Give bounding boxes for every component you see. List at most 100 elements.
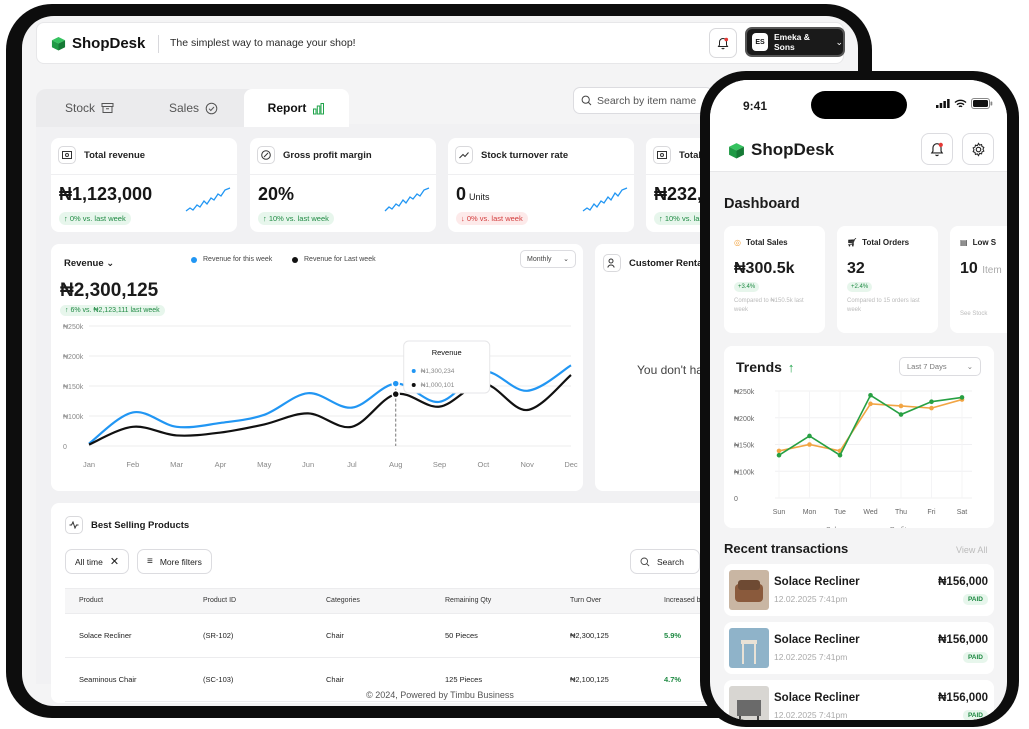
card-value-number: 10	[960, 260, 978, 277]
time-text: 7:41pm	[818, 594, 848, 604]
status-time: 9:41	[743, 99, 768, 113]
tab-sales-label: Sales	[169, 101, 200, 115]
data-point[interactable]	[776, 452, 782, 458]
revenue-value: ₦2,300,125	[60, 280, 159, 301]
column-header[interactable]: Product	[79, 597, 104, 604]
data-point[interactable]	[391, 389, 400, 399]
stat-title: Stock turnover rate	[481, 149, 569, 161]
x-tick-label: Dec	[564, 460, 578, 469]
x-tick-label: Sep	[433, 460, 446, 469]
card-badge: +2.4%	[847, 282, 873, 292]
data-point[interactable]	[929, 405, 934, 411]
data-point[interactable]	[898, 412, 904, 417]
sparkline-chart	[384, 187, 430, 212]
card-header: ▤ Low S	[960, 238, 996, 247]
x-tick-label: Mar	[170, 460, 183, 469]
cell-remaining-qty: 125 Pieces	[445, 675, 483, 684]
tooltip-last-value: ₦1,000,101	[421, 382, 455, 389]
time-text: 7:41pm	[818, 710, 848, 720]
cell-category: Chair	[326, 675, 344, 684]
archive-icon: ▤	[960, 238, 968, 247]
column-header[interactable]: Product ID	[203, 597, 237, 604]
data-point[interactable]	[807, 433, 812, 439]
arrow-up-icon: ↑	[65, 307, 71, 314]
app-name: ShopDesk	[751, 140, 835, 159]
column-header[interactable]: Increased b	[664, 597, 701, 604]
stat-value: 20%	[258, 184, 294, 205]
data-point[interactable]	[868, 401, 873, 407]
account-menu-button[interactable]: ES Emeka & Sons ⌄	[745, 27, 845, 57]
transaction-name: Solace Recliner	[774, 692, 860, 704]
data-point[interactable]	[929, 399, 934, 404]
range-label: Last 7 Days	[907, 362, 947, 371]
data-point[interactable]	[837, 452, 843, 458]
search-placeholder: Search by item name	[597, 94, 697, 107]
card-unit: Item	[982, 265, 1002, 276]
cube-logo-icon	[51, 36, 66, 51]
table-row[interactable]: Solace Recliner (SR-102) Chair 50 Pieces…	[65, 614, 851, 658]
see-stock-link[interactable]: See Stock	[960, 311, 988, 317]
transaction-item[interactable]: Solace Recliner 12.02.2025 7:41pm ₦156,0…	[724, 622, 994, 674]
period-select[interactable]: Monthly ⌄	[520, 250, 576, 268]
settings-button[interactable]	[962, 133, 994, 165]
revenue-dropdown[interactable]: Revenue ⌄	[64, 258, 114, 269]
table-search-input[interactable]: Search	[630, 549, 700, 574]
data-point[interactable]	[776, 448, 782, 454]
app-logo[interactable]: ShopDesk	[728, 140, 834, 160]
table-search-placeholder: Search	[657, 556, 684, 567]
product-thumbnail	[729, 628, 769, 668]
cash-icon	[653, 146, 671, 164]
legend-dot	[292, 256, 298, 263]
transaction-name: Solace Recliner	[774, 576, 860, 588]
column-header[interactable]: Turn Over	[570, 597, 602, 604]
x-tick-label: Mon	[803, 509, 817, 516]
tab-stock[interactable]: Stock	[65, 89, 114, 127]
product-thumbnail	[729, 686, 769, 720]
notification-button[interactable]	[709, 28, 737, 58]
transaction-item[interactable]: Solace Recliner 12.02.2025 7:41pm ₦156,0…	[724, 564, 994, 616]
tab-sales[interactable]: Sales	[169, 89, 218, 127]
card-header: 🛒︎ Total Orders	[847, 238, 909, 247]
search-icon	[640, 557, 650, 566]
table-row[interactable]: Seaminous Chair (SC-103) Chair 125 Piece…	[65, 658, 851, 702]
app-logo[interactable]: ShopDesk	[51, 35, 145, 52]
stat-value-number: ₦1,123,000	[59, 184, 153, 204]
trends-card: Trends ↑ Last 7 Days ⌄ ₦250k ₦200k ₦150k ₦100…	[724, 346, 994, 528]
column-header[interactable]: Categories	[326, 597, 360, 604]
stat-header: Total	[653, 146, 701, 164]
column-header[interactable]: Remaining Qty	[445, 597, 492, 604]
cash-icon	[58, 146, 76, 164]
data-point[interactable]	[868, 392, 873, 398]
view-all-link[interactable]: View All	[956, 545, 988, 555]
status-badge: PAID	[962, 710, 988, 720]
cell-product: Solace Recliner	[79, 631, 132, 640]
more-filters-label: More filters	[159, 556, 202, 567]
data-point[interactable]	[391, 379, 400, 388]
transaction-date: 12.02.2025 7:41pm	[774, 710, 847, 720]
archive-icon	[101, 103, 114, 113]
data-point[interactable]	[807, 442, 812, 447]
card-note: Compared to ₦150.5k last week	[734, 298, 804, 313]
range-select[interactable]: Last 7 Days ⌄	[899, 357, 981, 376]
data-point[interactable]	[959, 395, 965, 400]
notification-button[interactable]	[921, 133, 953, 165]
card-title: Low S	[972, 238, 997, 247]
stat-title: Total	[679, 149, 701, 161]
card-note: Compared to 15 orders last week	[847, 298, 920, 313]
x-tick-label: Feb	[126, 460, 139, 469]
x-tick-label: Wed	[863, 509, 877, 516]
all-time-filter-chip[interactable]: All time ✕	[65, 549, 130, 574]
transaction-amount: ₦156,000	[938, 576, 988, 588]
tooltip-title: Revenue	[432, 348, 462, 357]
battery-icon	[971, 98, 993, 109]
search-input[interactable]: Search by item name	[573, 87, 713, 114]
transaction-item[interactable]: Solace Recliner 12.02.2025 7:41pm ₦156,0…	[724, 680, 994, 720]
close-icon[interactable]: ✕	[109, 556, 120, 568]
y-tick-label: ₦150k	[734, 443, 755, 450]
signal-icon	[936, 99, 950, 108]
tab-report[interactable]: Report	[244, 89, 349, 127]
data-point[interactable]	[898, 403, 904, 409]
more-filters-button[interactable]: ≡ More filters	[137, 549, 212, 574]
percent-icon	[257, 146, 275, 164]
x-tick-label: Apr	[215, 460, 227, 469]
